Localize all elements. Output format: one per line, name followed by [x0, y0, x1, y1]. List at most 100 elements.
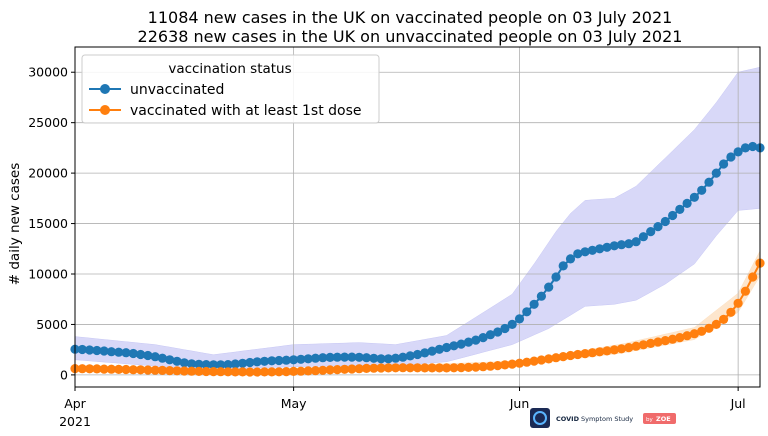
data-point-vaccinated: [230, 367, 240, 377]
data-point-unvaccinated: [267, 356, 277, 366]
data-point-unvaccinated: [157, 353, 167, 363]
x-axis-ticks: Apr 2021 May Jun Jul: [59, 387, 746, 429]
data-point-vaccinated: [631, 341, 641, 351]
data-point-unvaccinated: [165, 355, 175, 365]
data-point-unvaccinated: [245, 357, 255, 368]
data-point-vaccinated: [449, 363, 459, 373]
data-point-vaccinated: [740, 286, 751, 296]
data-point-unvaccinated: [361, 353, 372, 363]
y-tick-label: 10000: [28, 267, 68, 282]
data-point-vaccinated: [697, 326, 707, 336]
data-point-vaccinated: [551, 353, 561, 363]
data-point-vaccinated: [128, 365, 138, 375]
data-point-vaccinated: [245, 367, 255, 377]
data-point-unvaccinated: [99, 346, 109, 356]
x-tick-label: Jul: [730, 396, 746, 411]
data-point-unvaccinated: [529, 299, 539, 309]
y-tick-label: 30000: [28, 65, 68, 80]
data-point-vaccinated: [194, 366, 204, 376]
data-point-vaccinated: [136, 365, 146, 375]
data-point-unvaccinated: [733, 147, 743, 157]
data-point-vaccinated: [412, 363, 423, 373]
series-points: [70, 141, 765, 377]
data-point-unvaccinated: [383, 354, 393, 364]
data-point-vaccinated: [398, 363, 408, 373]
data-point-unvaccinated: [456, 339, 466, 349]
data-point-vaccinated: [99, 364, 109, 374]
data-point-vaccinated: [500, 360, 510, 370]
y-axis-ticks: 0 5000 10000 15000 20000 25000 30000: [28, 65, 75, 382]
data-point-vaccinated: [420, 363, 430, 373]
data-point-vaccinated: [573, 349, 583, 360]
data-point-unvaccinated: [719, 159, 729, 169]
data-point-vaccinated: [536, 355, 547, 365]
data-point-unvaccinated: [493, 327, 503, 337]
data-point-unvaccinated: [85, 345, 95, 355]
data-point-unvaccinated: [442, 342, 452, 353]
data-point-vaccinated: [478, 362, 488, 372]
data-point-unvaccinated: [631, 237, 641, 247]
axes: [74, 46, 761, 388]
data-point-unvaccinated: [704, 177, 714, 187]
data-point-vaccinated: [719, 314, 729, 324]
data-point-vaccinated: [646, 338, 656, 348]
data-point-unvaccinated: [354, 352, 364, 362]
data-point-vaccinated: [485, 361, 495, 371]
data-point-vaccinated: [529, 356, 539, 366]
data-point-vaccinated: [711, 319, 721, 329]
data-point-unvaccinated: [653, 222, 663, 232]
data-point-unvaccinated: [668, 210, 678, 221]
y-axis-label: # daily new cases: [7, 163, 23, 286]
data-point-vaccinated: [267, 367, 277, 377]
data-point-unvaccinated: [274, 355, 284, 366]
data-point-vaccinated: [675, 333, 685, 343]
logo-icon-ring: [533, 411, 547, 425]
data-point-vaccinated: [595, 347, 605, 357]
data-point-unvaccinated: [478, 333, 488, 343]
y-tick-label: 5000: [36, 317, 68, 332]
logo-icon: [530, 408, 550, 428]
data-point-vaccinated: [77, 364, 87, 374]
y-tick-label: 25000: [28, 115, 68, 130]
data-point-vaccinated: [558, 352, 568, 362]
data-point-vaccinated: [624, 343, 634, 353]
legend-title: vaccination status: [168, 61, 291, 77]
data-point-unvaccinated: [201, 360, 211, 370]
data-point-unvaccinated: [551, 272, 561, 282]
legend-label-unvaccinated: unvaccinated: [130, 82, 224, 98]
data-point-unvaccinated: [208, 360, 219, 370]
data-point-vaccinated: [150, 365, 160, 375]
data-point-unvaccinated: [136, 349, 146, 360]
data-point-unvaccinated: [500, 323, 510, 334]
data-point-unvaccinated: [281, 355, 291, 365]
data-point-unvaccinated: [405, 351, 415, 361]
data-point-unvaccinated: [172, 356, 182, 366]
data-point-unvaccinated: [536, 291, 547, 301]
data-point-unvaccinated: [114, 347, 124, 357]
data-point-unvaccinated: [565, 254, 576, 264]
logo-brand: ZOE: [656, 415, 671, 423]
data-point-vaccinated: [689, 329, 700, 339]
data-point-unvaccinated: [697, 185, 707, 195]
data-point-unvaccinated: [332, 352, 342, 362]
data-point-unvaccinated: [230, 359, 240, 369]
data-point-vaccinated: [522, 357, 532, 367]
data-point-vaccinated: [587, 348, 598, 358]
data-point-vaccinated: [638, 340, 649, 350]
data-point-unvaccinated: [106, 347, 116, 357]
data-point-unvaccinated: [675, 204, 685, 214]
data-point-unvaccinated: [740, 143, 751, 153]
data-point-vaccinated: [296, 366, 306, 376]
data-point-unvaccinated: [252, 357, 262, 367]
data-point-vaccinated: [92, 364, 102, 374]
data-point-vaccinated: [121, 364, 131, 375]
logo-zoe-badge: [643, 413, 676, 424]
data-point-vaccinated: [463, 362, 474, 372]
data-point-vaccinated: [391, 363, 401, 373]
data-point-unvaccinated: [682, 198, 692, 208]
data-point-unvaccinated: [660, 216, 670, 227]
data-point-unvaccinated: [471, 335, 481, 345]
data-point-vaccinated: [223, 367, 233, 377]
legend-entry-unvaccinated: unvaccinated: [89, 82, 224, 98]
